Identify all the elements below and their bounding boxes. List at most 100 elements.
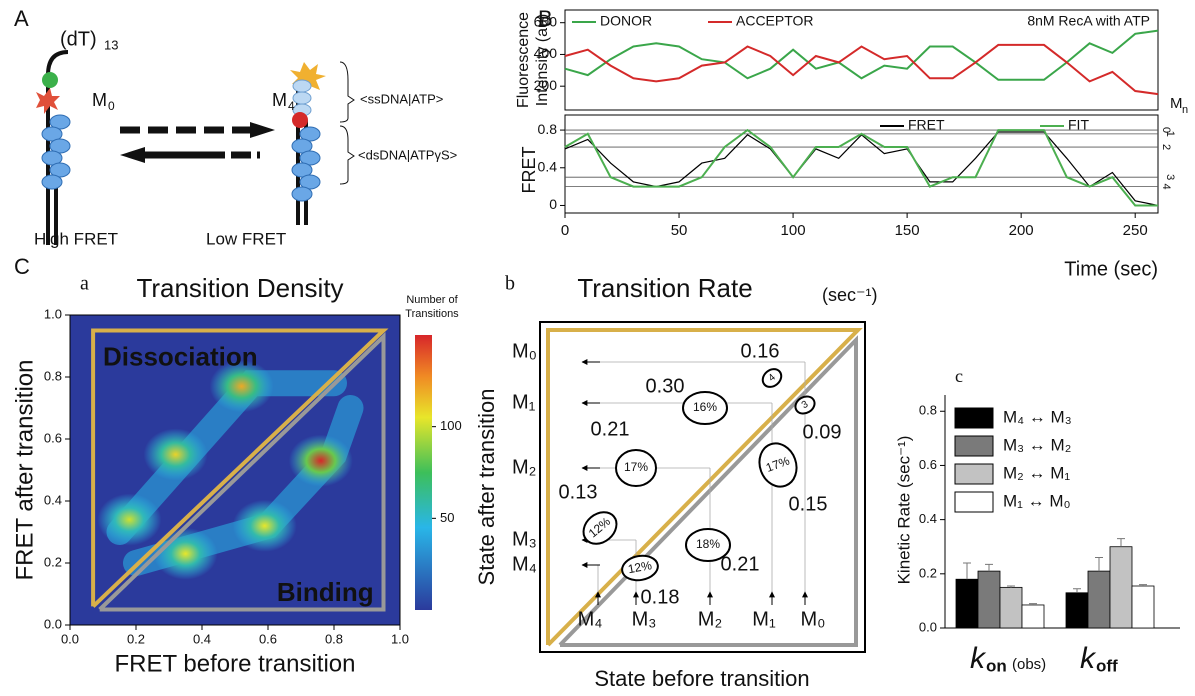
rate-label: 0.18 [641, 586, 680, 608]
x-state-label: M₀ [801, 608, 826, 630]
rate-label: 0.21 [591, 418, 630, 440]
label: M [92, 90, 107, 110]
label-sub: 0 [108, 99, 115, 113]
label: (dT) [60, 28, 97, 50]
y-tick-label: 0.2 [919, 565, 937, 580]
dna-cartoon [36, 52, 354, 245]
series-line [565, 45, 1158, 94]
panel-label: a [80, 273, 89, 295]
legend-label: M₃ ↔ M₂ [1003, 435, 1071, 454]
x-tick-label: 0.8 [325, 631, 343, 646]
state-axis-sub: n [1182, 104, 1188, 116]
y-axis-label: FRET [519, 147, 539, 194]
state-label: 4 [1160, 184, 1172, 190]
x-category-sub: on [986, 656, 1007, 675]
colorbar-tick-label: 100 [440, 418, 462, 433]
x-axis-label: State before transition [594, 666, 809, 691]
bar [1022, 605, 1044, 628]
y-tick-label: 0.8 [44, 368, 62, 383]
x-tick-label: 1.0 [391, 631, 409, 646]
bar [1088, 571, 1110, 628]
panel-label: b [505, 273, 515, 295]
label: M [272, 90, 287, 110]
label: <dsDNA|ATPγS> [358, 147, 457, 162]
x-tick-label: 50 [671, 222, 688, 239]
percent-label: 16% [693, 400, 717, 414]
legend-label: FIT [1068, 117, 1089, 133]
unit: (sec⁻¹) [822, 285, 878, 305]
y-state-label: M₀ [512, 340, 537, 362]
legend-label: DONOR [600, 13, 652, 29]
x-tick-label: 150 [895, 222, 920, 239]
legend-swatch [955, 464, 993, 484]
x-tick-label: 250 [1123, 222, 1148, 239]
error-bar [1095, 558, 1103, 572]
bar [956, 579, 978, 628]
state-label: 2 [1160, 144, 1172, 150]
y-state-label: M₁ [512, 391, 536, 413]
chart-title: Transition Density [136, 273, 343, 303]
colorbar-title: Number of [406, 294, 458, 306]
x-tick-label: 200 [1009, 222, 1034, 239]
x-axis-label: Time (sec) [1064, 258, 1158, 280]
error-bar [1073, 589, 1081, 593]
density-peak [97, 494, 161, 546]
legend-label: FRET [908, 117, 945, 133]
y-tick-label: 0.0 [919, 619, 937, 634]
series-line [565, 130, 1158, 205]
density-peak [233, 500, 297, 552]
percent-label: 18% [696, 537, 720, 551]
x-axis-label: FRET before transition [115, 650, 356, 677]
density-peak [154, 528, 218, 580]
label: High FRET [34, 229, 118, 248]
rate-label: 0.16 [741, 340, 780, 362]
rate-label: 0.30 [646, 375, 685, 397]
x-tick-label: 100 [781, 222, 806, 239]
region-label: Binding [277, 577, 374, 607]
legend-swatch [955, 408, 993, 428]
chart-title: Transition Rate [577, 273, 752, 303]
x-state-label: M₁ [752, 608, 776, 630]
percent-label: 17% [624, 460, 648, 474]
legend-label: M₂ ↔ M₁ [1003, 463, 1070, 482]
y-axis-label: Kinetic Rate (sec⁻¹) [894, 436, 913, 585]
state-label: 1 [1164, 131, 1176, 137]
x-category-symbol: k [970, 642, 987, 675]
label-sub: 4 [288, 99, 295, 113]
density-peak [144, 429, 208, 481]
y-axis-label: State after transition [474, 389, 499, 586]
y-state-label: M₃ [512, 528, 537, 550]
y-axis-label: Intensity (au) [534, 14, 551, 106]
y-tick-label: 0 [549, 196, 557, 212]
state-axis: M [1170, 95, 1183, 112]
colorbar-tick-label: 50 [440, 510, 454, 525]
rate-label: 0.15 [789, 493, 828, 515]
density-peak [289, 435, 353, 487]
y-tick-label: 0.4 [538, 158, 558, 174]
y-tick-label: 0.6 [44, 430, 62, 445]
y-tick-label: 0.4 [919, 511, 937, 526]
x-tick-label: 0.4 [193, 631, 211, 646]
y-state-label: M₂ [512, 456, 536, 478]
figure: ABCabc(dT)13M0M4<ssDNA|ATP><dsDNA|ATPγS>… [0, 0, 1195, 696]
legend-swatch [955, 492, 993, 512]
x-tick-label: 0 [561, 222, 569, 239]
label-sub: 13 [104, 37, 118, 52]
rate-label: 0.21 [721, 553, 760, 575]
error-bar [1117, 539, 1125, 547]
bar [1110, 547, 1132, 628]
legend-label: ACCEPTOR [736, 13, 814, 29]
y-tick-label: 0.6 [919, 457, 937, 472]
colorbar [415, 335, 432, 610]
bar [1132, 586, 1154, 628]
rate-label: 0.09 [803, 421, 842, 443]
region-label: Dissociation [103, 341, 258, 371]
rate-label: 0.13 [559, 481, 598, 503]
x-state-label: M₂ [698, 608, 722, 630]
bar [1066, 593, 1088, 628]
x-tick-label: 0.6 [259, 631, 277, 646]
series-line [565, 132, 1158, 206]
annotation: 8nM RecA with ATP [1027, 13, 1150, 29]
x-state-label: M₃ [632, 608, 657, 630]
error-bar [985, 564, 993, 571]
